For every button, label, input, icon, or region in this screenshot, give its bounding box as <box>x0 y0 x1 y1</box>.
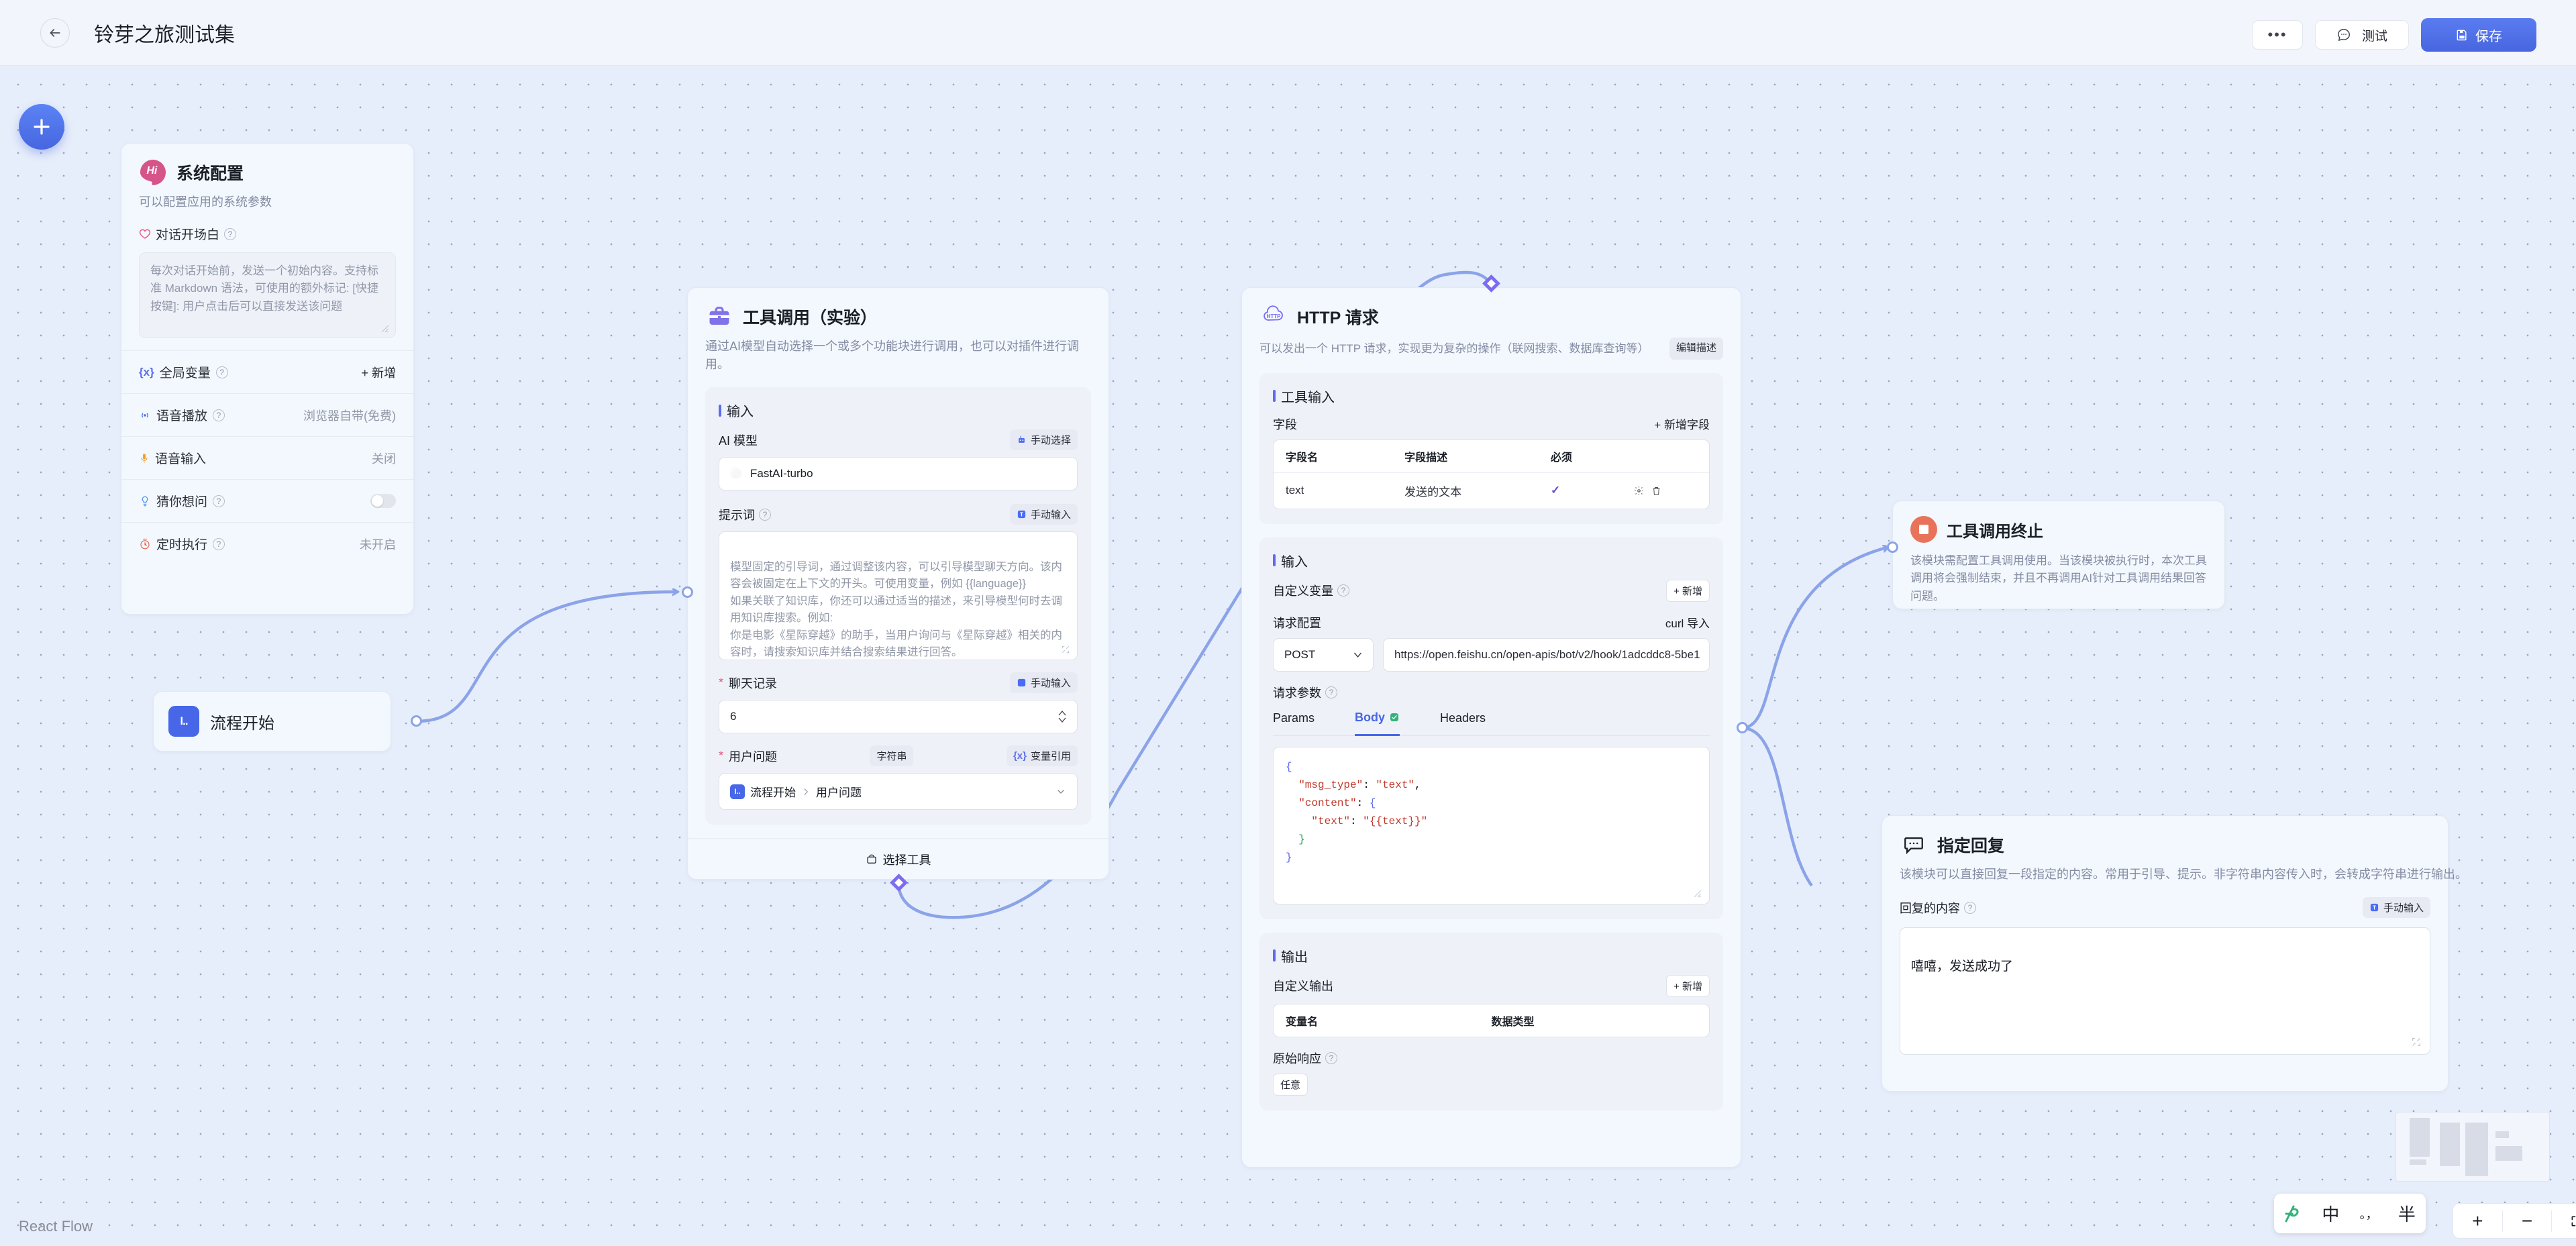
svg-text:T: T <box>1020 512 1023 518</box>
svg-text:T: T <box>2373 905 2376 911</box>
svg-text:HTTP: HTTP <box>1267 313 1282 319</box>
